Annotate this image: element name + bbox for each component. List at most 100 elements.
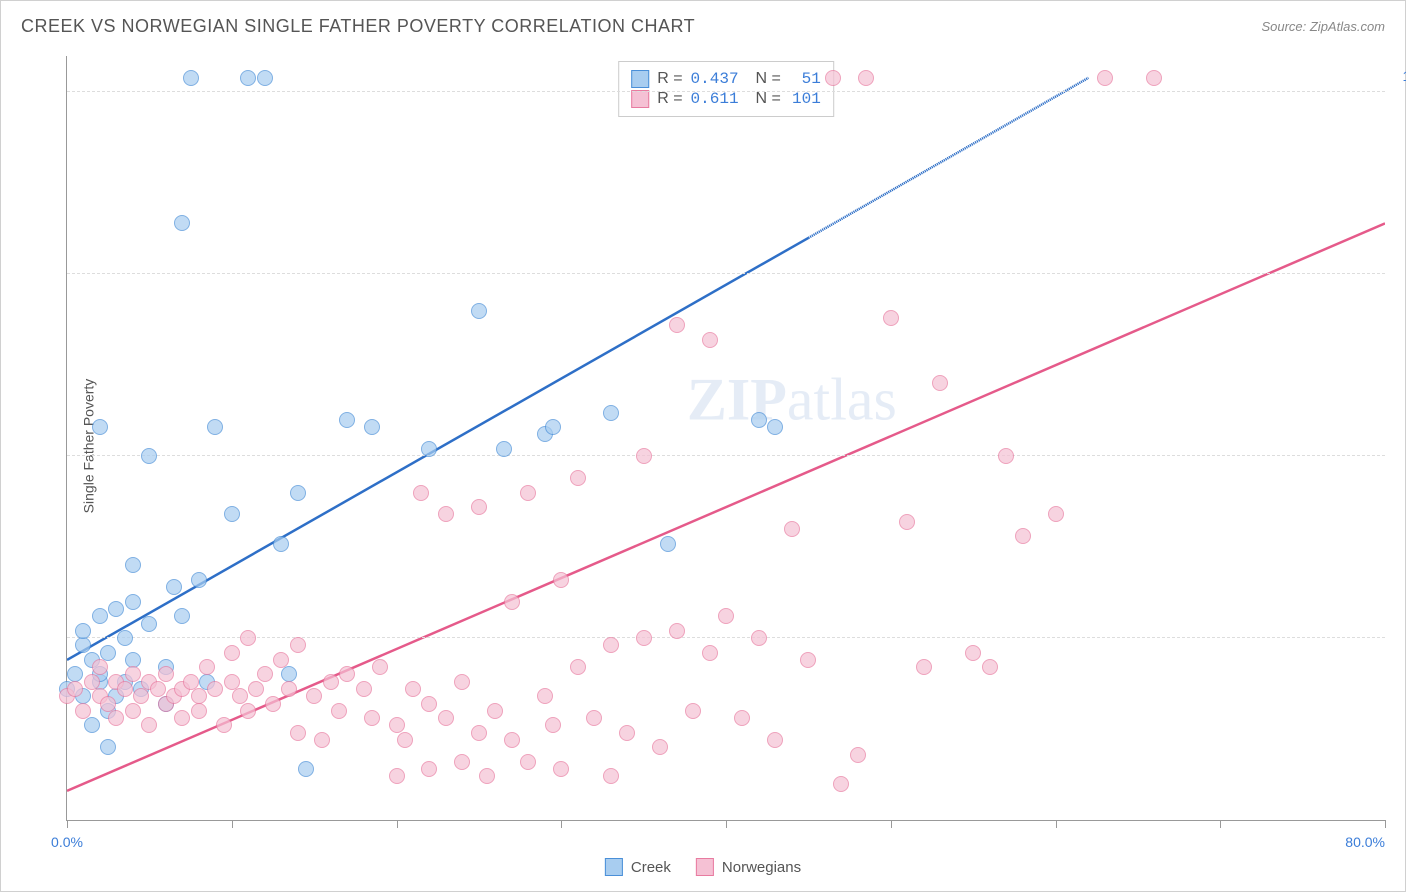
scatter-point (471, 499, 487, 515)
scatter-point (141, 448, 157, 464)
scatter-point (800, 652, 816, 668)
scatter-point (125, 666, 141, 682)
scatter-point (174, 710, 190, 726)
scatter-point (520, 485, 536, 501)
scatter-point (281, 681, 297, 697)
scatter-point (570, 659, 586, 675)
scatter-point (669, 623, 685, 639)
scatter-point (191, 572, 207, 588)
scatter-point (125, 703, 141, 719)
scatter-point (998, 448, 1014, 464)
scatter-point (224, 645, 240, 661)
scatter-point (784, 521, 800, 537)
scatter-point (183, 70, 199, 86)
scatter-point (389, 768, 405, 784)
scatter-point (306, 688, 322, 704)
scatter-point (92, 419, 108, 435)
trend-line (67, 238, 808, 660)
scatter-point (339, 666, 355, 682)
watermark: ZIPatlas (687, 365, 897, 434)
scatter-point (537, 688, 553, 704)
scatter-point (767, 419, 783, 435)
scatter-point (183, 674, 199, 690)
scatter-point (718, 608, 734, 624)
y-tick-label: 100.0% (1403, 68, 1406, 84)
scatter-point (405, 681, 421, 697)
scatter-point (84, 674, 100, 690)
scatter-point (479, 768, 495, 784)
scatter-point (982, 659, 998, 675)
scatter-point (504, 594, 520, 610)
scatter-point (331, 703, 347, 719)
scatter-point (150, 681, 166, 697)
scatter-point (248, 681, 264, 697)
scatter-point (125, 594, 141, 610)
scatter-point (216, 717, 232, 733)
scatter-point (240, 630, 256, 646)
scatter-point (751, 412, 767, 428)
x-tick (397, 820, 398, 828)
grid-line (67, 455, 1385, 456)
scatter-point (702, 332, 718, 348)
scatter-point (932, 375, 948, 391)
scatter-point (454, 754, 470, 770)
scatter-point (1048, 506, 1064, 522)
chart-container: CREEK VS NORWEGIAN SINGLE FATHER POVERTY… (0, 0, 1406, 892)
scatter-point (496, 441, 512, 457)
scatter-point (232, 688, 248, 704)
scatter-point (158, 666, 174, 682)
legend-swatch (696, 858, 714, 876)
scatter-point (141, 717, 157, 733)
scatter-point (240, 703, 256, 719)
scatter-point (339, 412, 355, 428)
scatter-point (1097, 70, 1113, 86)
scatter-point (421, 441, 437, 457)
scatter-point (314, 732, 330, 748)
scatter-point (397, 732, 413, 748)
source-label: Source: ZipAtlas.com (1261, 19, 1385, 34)
scatter-point (224, 506, 240, 522)
x-tick (891, 820, 892, 828)
scatter-point (75, 637, 91, 653)
header: CREEK VS NORWEGIAN SINGLE FATHER POVERTY… (1, 1, 1405, 51)
scatter-point (273, 652, 289, 668)
legend-n-value: 101 (789, 90, 821, 108)
x-tick (726, 820, 727, 828)
x-tick (1385, 820, 1386, 828)
legend-item: Norwegians (696, 858, 801, 876)
legend-label: Creek (631, 859, 671, 876)
legend-r-label: R = (657, 90, 682, 108)
scatter-point (636, 448, 652, 464)
scatter-point (751, 630, 767, 646)
grid-line (67, 637, 1385, 638)
scatter-point (108, 710, 124, 726)
scatter-point (199, 659, 215, 675)
scatter-point (191, 703, 207, 719)
legend-n-label: N = (747, 90, 781, 108)
scatter-point (92, 608, 108, 624)
scatter-point (825, 70, 841, 86)
scatter-point (1015, 528, 1031, 544)
scatter-point (100, 696, 116, 712)
scatter-point (685, 703, 701, 719)
scatter-point (734, 710, 750, 726)
scatter-point (257, 70, 273, 86)
scatter-point (553, 572, 569, 588)
scatter-point (850, 747, 866, 763)
legend-row: R =0.437 N =51 (631, 70, 821, 88)
scatter-point (224, 674, 240, 690)
scatter-point (174, 608, 190, 624)
scatter-point (84, 717, 100, 733)
scatter-point (356, 681, 372, 697)
legend-item: Creek (605, 858, 671, 876)
scatter-point (504, 732, 520, 748)
legend-row: R =0.611 N =101 (631, 90, 821, 108)
x-tick (1056, 820, 1057, 828)
scatter-point (603, 768, 619, 784)
scatter-point (669, 317, 685, 333)
scatter-point (389, 717, 405, 733)
trend-line-dashed (808, 78, 1088, 238)
scatter-point (257, 666, 273, 682)
series-legend: Creek Norwegians (605, 858, 801, 876)
scatter-point (520, 754, 536, 770)
